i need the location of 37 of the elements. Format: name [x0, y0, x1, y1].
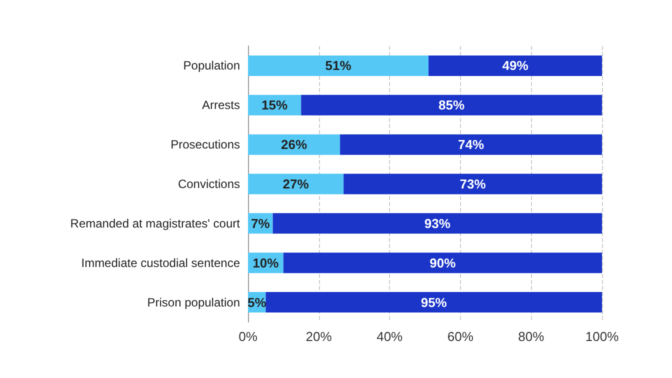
- x-tick-label: 40%: [376, 329, 404, 344]
- data-label: 7%: [250, 216, 270, 231]
- bar: [301, 94, 602, 116]
- bar: [340, 134, 602, 155]
- data-label: 74%: [458, 137, 484, 152]
- y-tick-label: Remanded at magistrates' court: [70, 216, 241, 230]
- data-label: 93%: [424, 216, 451, 231]
- bar: [248, 55, 429, 76]
- data-label: 15%: [262, 98, 288, 113]
- x-tick-label: 80%: [518, 329, 545, 344]
- bar: [248, 174, 344, 194]
- y-tick-label: Arrests: [202, 98, 240, 112]
- x-tick-label: 60%: [447, 329, 474, 344]
- bar: [248, 134, 340, 155]
- x-tick-label: 20%: [306, 329, 332, 344]
- bar: [283, 252, 602, 274]
- x-tick-label: 0%: [238, 329, 258, 344]
- data-label: 73%: [460, 176, 486, 192]
- y-tick-label: Prison population: [147, 295, 240, 310]
- data-label: 95%: [420, 294, 448, 310]
- x-tick-label: 100%: [585, 329, 620, 344]
- data-label: 85%: [438, 98, 465, 113]
- data-label: 51%: [325, 58, 352, 74]
- data-label: 26%: [281, 137, 308, 152]
- bar: [344, 174, 602, 194]
- bar: [266, 292, 602, 313]
- y-tick-label: Prosecutions: [170, 138, 240, 152]
- y-tick-label: Population: [183, 58, 240, 73]
- y-tick-label: Immediate custodial sentence: [81, 256, 240, 270]
- data-label: 49%: [502, 58, 529, 74]
- bar: [428, 55, 602, 76]
- bar: [272, 213, 602, 234]
- data-label: 10%: [252, 255, 280, 270]
- data-label: 90%: [430, 255, 456, 270]
- data-label: 5%: [247, 294, 267, 310]
- data-label: 27%: [282, 176, 310, 192]
- y-tick-label: Convictions: [178, 177, 240, 191]
